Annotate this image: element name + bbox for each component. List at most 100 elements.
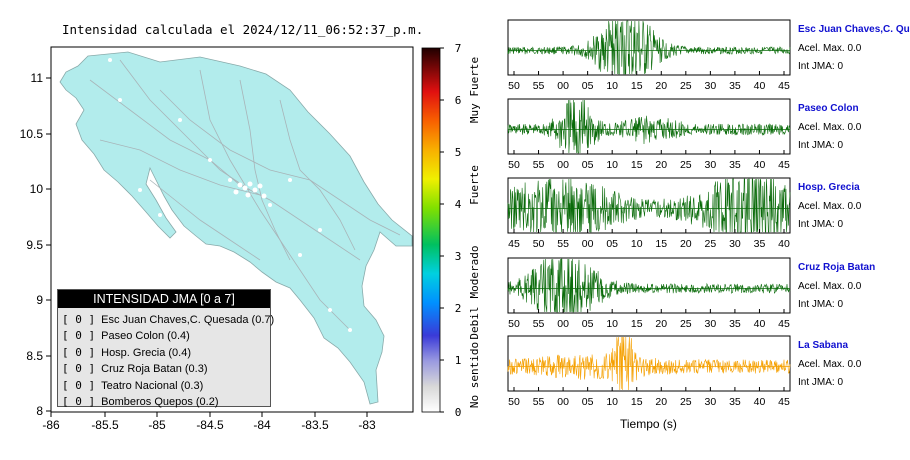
waveform-tick: 45 [508, 238, 520, 250]
waveform-panel: 45 50 55 00 05 10 15 20 25 30 35 40 [507, 177, 791, 250]
waveform-tick: 15 [631, 159, 643, 171]
colorbar-category-label: No sentido [468, 342, 481, 408]
waveform-tick: 30 [705, 396, 717, 408]
colorbar-tick: 3 [455, 250, 462, 263]
colorbar-tick: 1 [455, 354, 462, 367]
colorbar-tick: 2 [455, 302, 462, 315]
waveform-tick: 35 [729, 159, 741, 171]
waveform-tick: 10 [631, 238, 643, 250]
station-name: Hosp. Grecia [798, 182, 860, 193]
station-name: Esc Juan Chaves,C. Qu [798, 24, 910, 35]
waveform-tick: 10 [606, 396, 618, 408]
waveform-tick: 55 [533, 159, 545, 171]
map-x-tick: -85.5 [91, 418, 119, 432]
colorbar-ticks: 0 1 2 3 4 5 6 7 [440, 42, 462, 419]
legend-item: [ 0 ] Bomberos Quepos (0.2) [58, 394, 270, 410]
waveform-tick: 00 [557, 159, 569, 171]
waveform-tick: 30 [705, 318, 717, 330]
waveform-tick: 45 [778, 159, 790, 171]
waveform-tick: 50 [508, 159, 520, 171]
legend-item-label: Paseo Colon (0.4) [101, 330, 190, 343]
legend-item-code: [ 0 ] [62, 345, 96, 359]
map-y-tick: 10 [30, 182, 44, 196]
waveform-tick: 15 [631, 318, 643, 330]
waveform-tick: 15 [631, 80, 643, 92]
waveform-tick: 25 [680, 396, 692, 408]
station-acel-max: Acel. Max. 0.0 [798, 359, 862, 370]
station-int-jma: Int JMA: 0 [798, 219, 844, 230]
map-y-tick: 9.5 [26, 238, 43, 252]
map-y-tick: 8.5 [26, 349, 43, 363]
colorbar-categories: No sentido Debil Moderado Fuerte Muy Fuerte [468, 57, 481, 408]
station-int-jma: Int JMA: 0 [798, 299, 844, 310]
waveform-tick: 15 [655, 238, 667, 250]
colorbar-tick: 4 [455, 198, 462, 211]
waveform-tick: 40 [754, 396, 766, 408]
map-title: Intensidad calculada el 2024/12/11_06:52… [62, 22, 424, 37]
legend-item-code: [ 0 ] [62, 313, 96, 326]
map-x-tick: -84.5 [196, 418, 224, 432]
colorbar-gradient [421, 47, 441, 413]
map-y-tick: 8 [36, 404, 43, 418]
waveform-trace [507, 178, 791, 233]
legend-item-code: [ 0 ] [62, 395, 96, 409]
map-y-tick: 11 [31, 71, 44, 85]
legend-item: [ 0 ] Esc Juan Chaves,C. Quesada (0.7) [58, 312, 274, 328]
waveform-tick: 20 [655, 80, 667, 92]
legend-item-label: Hosp. Grecia (0.4) [101, 346, 191, 359]
waveform-tick: 40 [754, 80, 766, 92]
waveform-tick: 20 [655, 396, 667, 408]
waveform-tick: 55 [533, 396, 545, 408]
legend-item: [ 0 ] Hosp. Grecia (0.4) [58, 345, 270, 361]
waveform-tick: 05 [582, 80, 594, 92]
waveform-tick: 45 [778, 318, 790, 330]
waveform-tick: 10 [606, 318, 618, 330]
waveform-panel: 50 55 00 05 10 15 20 25 30 35 40 45 [507, 98, 791, 171]
waveform-tick: 00 [557, 396, 569, 408]
colorbar-tick: 6 [455, 94, 462, 107]
waveform-tick: 05 [582, 159, 594, 171]
waveform-tick: 50 [533, 238, 545, 250]
waveform-panel: 50 55 00 05 10 15 20 25 30 35 40 45 [507, 257, 791, 330]
waveform-tick: 55 [533, 80, 545, 92]
map-x-tick: -84 [253, 418, 271, 432]
waveform-tick: 25 [680, 80, 692, 92]
waveform-tick: 55 [557, 238, 569, 250]
map-x-tick: -85 [148, 418, 166, 432]
colorbar-tick: 0 [455, 406, 462, 419]
waveform-tick: 40 [754, 159, 766, 171]
map-x-tick: -86 [42, 418, 60, 432]
colorbar-tick: 5 [455, 146, 462, 159]
legend-item: [ 0 ] Cruz Roja Batan (0.3) [58, 361, 270, 377]
colorbar-category-label: Moderado [468, 246, 481, 299]
waveform-tick: 05 [606, 238, 618, 250]
map-y-tick: 9 [36, 293, 43, 307]
station-acel-max: Acel. Max. 0.0 [798, 43, 862, 54]
waveform-tick: 05 [582, 396, 594, 408]
legend-item: [ 0 ] Teatro Nacional (0.3) [58, 378, 270, 394]
colorbar-category-label: Debil [468, 306, 481, 339]
waveform-tick: 25 [680, 159, 692, 171]
map-x-tick: -83 [358, 418, 376, 432]
waveform-panel: 50 55 00 05 10 15 20 25 30 35 40 45 [507, 335, 791, 408]
waveform-tick: 35 [729, 80, 741, 92]
station-name: Cruz Roja Batan [798, 262, 876, 273]
colorbar-category-label: Muy Fuerte [468, 57, 481, 123]
waveform-trace [507, 336, 791, 391]
legend-item-label: Esc Juan Chaves,C. Quesada (0.7) [101, 314, 275, 326]
waveform-tick: 20 [655, 159, 667, 171]
waveform-tick: 05 [582, 318, 594, 330]
waveform-tick: 40 [778, 238, 790, 250]
waveform-trace [507, 99, 791, 154]
waveform-tick: 00 [557, 80, 569, 92]
waveform-tick: 40 [754, 318, 766, 330]
waveform-tick: 50 [508, 80, 520, 92]
waveform-panel: 50 55 00 05 10 15 20 25 30 35 40 45 [507, 19, 791, 92]
waveform-tick: 25 [680, 318, 692, 330]
time-axis-label: Tiempo (s) [620, 417, 677, 431]
station-dots [108, 58, 352, 332]
colorbar-category-label: Fuerte [468, 165, 481, 205]
waveform-tick: 00 [557, 318, 569, 330]
station-acel-max: Acel. Max. 0.0 [798, 281, 862, 292]
waveform-trace [507, 258, 791, 313]
